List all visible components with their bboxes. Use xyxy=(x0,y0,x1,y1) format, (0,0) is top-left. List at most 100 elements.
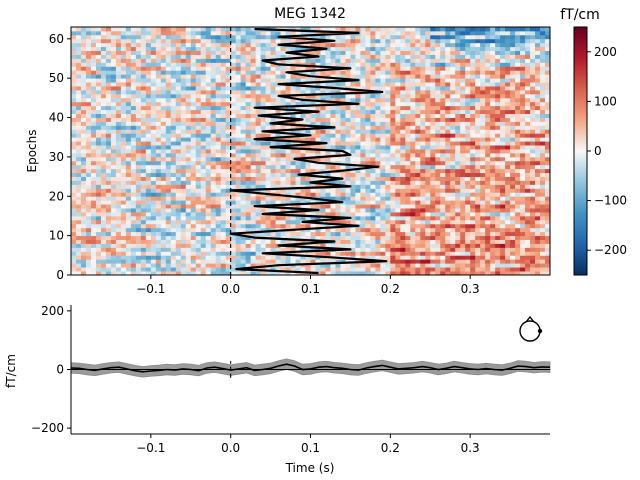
heatmap-cell xyxy=(165,188,172,193)
heatmap-cell xyxy=(525,86,531,91)
heatmap-cell xyxy=(385,145,391,150)
heatmap-cell xyxy=(145,149,152,154)
heatmap-cell xyxy=(100,267,107,272)
heatmap-cell xyxy=(225,156,232,162)
heatmap-cell xyxy=(310,82,316,87)
heatmap-cell xyxy=(530,125,536,130)
heatmap-cell xyxy=(535,70,541,75)
heatmap-cell xyxy=(120,180,127,185)
heatmap-cell xyxy=(90,156,97,162)
heatmap-cell xyxy=(175,125,182,130)
heatmap-cell xyxy=(235,184,242,189)
heatmap-cell xyxy=(115,267,122,272)
heatmap-cell xyxy=(185,215,192,221)
heatmap-cell xyxy=(470,97,476,103)
heatmap-cell xyxy=(375,129,381,134)
heatmap-cell xyxy=(320,105,326,111)
heatmap-cell xyxy=(220,160,227,166)
heatmap-cell xyxy=(400,86,406,91)
heatmap-cell xyxy=(510,271,516,276)
heatmap-cell xyxy=(380,152,386,158)
heatmap-cell xyxy=(145,192,152,197)
heatmap-cell xyxy=(455,212,461,217)
heatmap-cell xyxy=(295,184,301,189)
heatmap-cell xyxy=(385,89,391,95)
heatmap-cell xyxy=(395,212,401,217)
heatmap-cell xyxy=(505,243,511,248)
heatmap-cell xyxy=(120,208,127,213)
heatmap-cell xyxy=(425,149,431,154)
heatmap-cell xyxy=(125,93,132,99)
heatmap-cell xyxy=(210,145,217,150)
heatmap-cell xyxy=(130,125,137,130)
heatmap-cell xyxy=(85,223,92,229)
heatmap-cell xyxy=(485,117,491,122)
heatmap-cell xyxy=(355,204,361,209)
heatmap-cell xyxy=(190,109,197,115)
heatmap-cell xyxy=(495,223,501,229)
heatmap-cell xyxy=(145,215,152,221)
heatmap-cell xyxy=(105,231,112,237)
heatmap-cell xyxy=(75,204,82,209)
heatmap-cell xyxy=(160,184,167,189)
heatmap-cell xyxy=(90,180,97,185)
heatmap-cell xyxy=(525,231,531,237)
heatmap-cell xyxy=(85,82,92,87)
heatmap-cell xyxy=(505,109,511,115)
heatmap-cell xyxy=(280,70,286,75)
heatmap-cell xyxy=(140,192,147,197)
heatmap-cell xyxy=(455,78,461,83)
heatmap-cell xyxy=(435,145,441,150)
heatmap-cell xyxy=(170,141,177,146)
heatmap-cell xyxy=(490,125,496,130)
heatmap-cell xyxy=(215,89,222,95)
heatmap-cell xyxy=(520,172,526,177)
heatmap-cell xyxy=(410,74,416,79)
heatmap-cell xyxy=(400,255,406,260)
heatmap-cell xyxy=(325,78,331,83)
heatmap-cell xyxy=(150,188,157,193)
heatmap-cell xyxy=(455,93,461,99)
heatmap-cell xyxy=(280,204,286,209)
heatmap-cell xyxy=(530,74,536,79)
heatmap-cell xyxy=(500,243,506,248)
heatmap-cell xyxy=(240,164,247,170)
heatmap-cell xyxy=(515,164,521,170)
heatmap-cell xyxy=(245,125,252,130)
heatmap-cell xyxy=(320,152,326,158)
heatmap-cell xyxy=(360,141,366,146)
heatmap-cell xyxy=(435,208,441,213)
heatmap-cell xyxy=(195,145,202,150)
heatmap-cell xyxy=(460,231,466,237)
heatmap-cell xyxy=(435,152,441,158)
heatmap-cell xyxy=(140,152,147,158)
heatmap-cell xyxy=(145,117,152,122)
heatmap-cell xyxy=(240,255,247,260)
heatmap-cell xyxy=(535,188,541,193)
heatmap-cell xyxy=(300,164,306,170)
heatmap-cell xyxy=(270,255,276,260)
heatmap-cell xyxy=(255,89,261,95)
heatmap-cell xyxy=(400,78,406,83)
heatmap-cell xyxy=(345,176,351,181)
heatmap-cell xyxy=(245,176,252,181)
heatmap-cell xyxy=(175,267,182,272)
heatmap-cell xyxy=(85,247,92,252)
heatmap-cell xyxy=(470,215,476,221)
heatmap-cell xyxy=(355,97,361,103)
heatmap-cell xyxy=(295,204,301,209)
heatmap-cell xyxy=(135,271,142,276)
heatmap-cell xyxy=(480,223,486,229)
heatmap-cell xyxy=(370,156,376,162)
heatmap-cell xyxy=(100,259,107,264)
heatmap-cell xyxy=(410,176,416,181)
heatmap-cell xyxy=(185,180,192,185)
heatmap-cell xyxy=(360,121,366,126)
heatmap-cell xyxy=(355,200,361,205)
heatmap-cell xyxy=(125,223,132,229)
heatmap-cell xyxy=(75,259,82,264)
heatmap-cell xyxy=(400,89,406,95)
heatmap-cell xyxy=(250,200,257,205)
heatmap-cell xyxy=(295,219,301,225)
heatmap-cell xyxy=(100,145,107,150)
